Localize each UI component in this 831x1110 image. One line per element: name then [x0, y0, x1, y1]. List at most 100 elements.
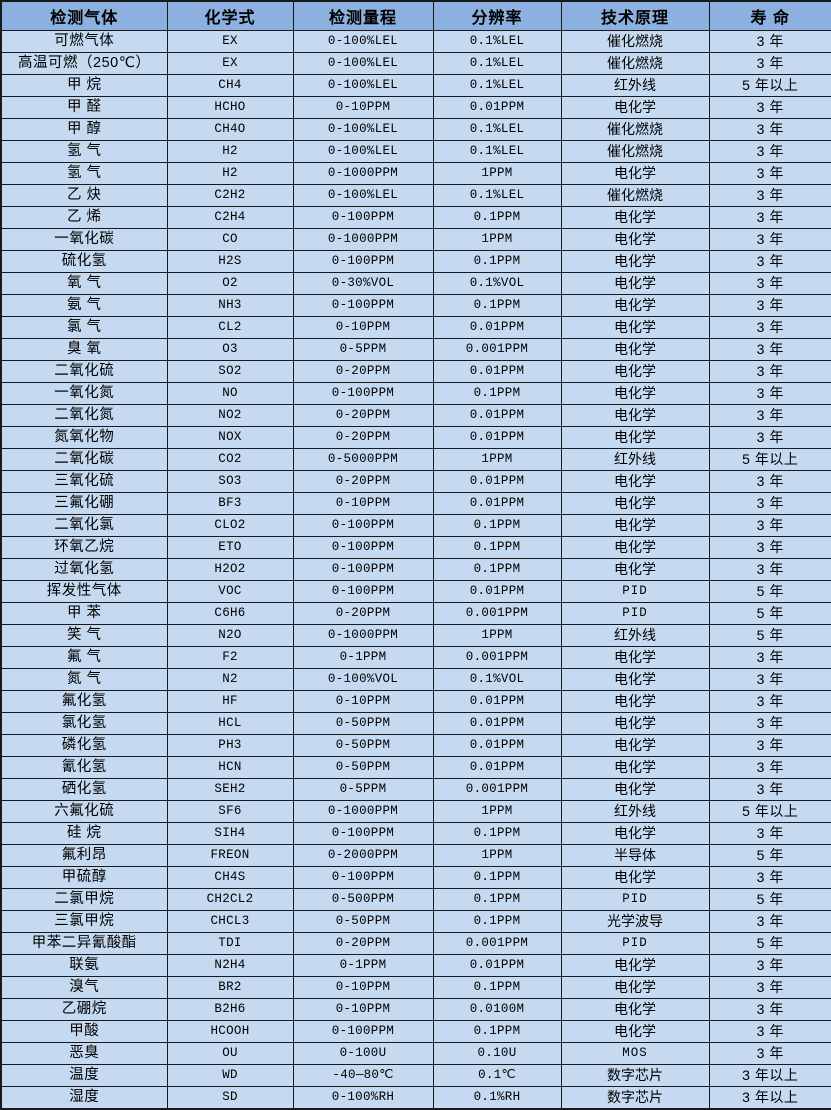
- cell-gas: 一氧化碳: [0, 228, 168, 251]
- column-header-technology: 技术原理: [560, 0, 710, 31]
- table-row: 氢 气 H2 0-100%LEL 0.1%LEL 催化燃烧 3 年: [0, 140, 831, 163]
- cell-lifespan: 3 年: [708, 426, 831, 449]
- cell-resolution: 0.01PPM: [432, 316, 562, 339]
- cell-formula: SO2: [166, 360, 294, 383]
- column-header-resolution: 分辨率: [432, 0, 562, 31]
- cell-lifespan: 3 年: [708, 338, 831, 361]
- cell-formula: CH4: [166, 74, 294, 97]
- cell-lifespan: 3 年: [708, 382, 831, 405]
- cell-resolution: 0.1PPM: [432, 514, 562, 537]
- cell-technology: 电化学: [560, 954, 710, 977]
- cell-technology: 电化学: [560, 778, 710, 801]
- cell-resolution: 0.1%VOL: [432, 668, 562, 691]
- cell-resolution: 0.1PPM: [432, 822, 562, 845]
- cell-formula: EX: [166, 30, 294, 53]
- cell-gas: 氮 气: [0, 668, 168, 691]
- cell-gas: 甲 苯: [0, 602, 168, 625]
- cell-formula: SIH4: [166, 822, 294, 845]
- table-row: 六氟化硫 SF6 0-1000PPM 1PPM 红外线 5 年以上: [0, 800, 831, 823]
- cell-range: 0-5PPM: [292, 338, 434, 361]
- cell-formula: HCHO: [166, 96, 294, 119]
- cell-technology: 电化学: [560, 822, 710, 845]
- cell-technology: MOS: [560, 1042, 710, 1065]
- cell-resolution: 0.1%LEL: [432, 52, 562, 75]
- cell-formula: TDI: [166, 932, 294, 955]
- table-row: 甲 苯 C6H6 0-20PPM 0.001PPM PID 5 年: [0, 602, 831, 625]
- cell-technology: PID: [560, 602, 710, 625]
- cell-resolution: 0.001PPM: [432, 778, 562, 801]
- cell-lifespan: 3 年: [708, 272, 831, 295]
- cell-formula: H2: [166, 162, 294, 185]
- cell-resolution: 0.1PPM: [432, 866, 562, 889]
- cell-resolution: 0.01PPM: [432, 690, 562, 713]
- cell-resolution: 0.0100M: [432, 998, 562, 1021]
- cell-range: 0-1PPM: [292, 646, 434, 669]
- cell-gas: 乙 烯: [0, 206, 168, 229]
- table-row: 乙硼烷 B2H6 0-10PPM 0.0100M 电化学 3 年: [0, 998, 831, 1021]
- column-header-lifespan: 寿 命: [708, 0, 831, 31]
- cell-gas: 二氧化氯: [0, 514, 168, 537]
- cell-gas: 氟 气: [0, 646, 168, 669]
- cell-gas: 二氧化碳: [0, 448, 168, 471]
- cell-range: 0-100%RH: [292, 1086, 434, 1110]
- cell-range: 0-100PPM: [292, 294, 434, 317]
- cell-resolution: 0.1%LEL: [432, 30, 562, 53]
- cell-range: 0-10PPM: [292, 690, 434, 713]
- cell-range: 0-100PPM: [292, 580, 434, 603]
- column-header-gas: 检测气体: [0, 0, 168, 31]
- cell-lifespan: 3 年: [708, 294, 831, 317]
- cell-range: 0-20PPM: [292, 404, 434, 427]
- cell-lifespan: 3 年: [708, 998, 831, 1021]
- cell-formula: C6H6: [166, 602, 294, 625]
- table-row: 三氧化硫 SO3 0-20PPM 0.01PPM 电化学 3 年: [0, 470, 831, 493]
- cell-technology: 电化学: [560, 668, 710, 691]
- cell-formula: PH3: [166, 734, 294, 757]
- cell-resolution: 0.1%LEL: [432, 74, 562, 97]
- column-header-chemical-formula: 化学式: [166, 0, 294, 31]
- cell-formula: BR2: [166, 976, 294, 999]
- cell-range: 0-1PPM: [292, 954, 434, 977]
- cell-formula: N2O: [166, 624, 294, 647]
- cell-gas: 三氟化硼: [0, 492, 168, 515]
- cell-formula: ETO: [166, 536, 294, 559]
- cell-range: 0-5000PPM: [292, 448, 434, 471]
- cell-range: 0-10PPM: [292, 998, 434, 1021]
- cell-technology: 电化学: [560, 360, 710, 383]
- cell-formula: HCN: [166, 756, 294, 779]
- cell-gas: 甲 烷: [0, 74, 168, 97]
- cell-lifespan: 3 年: [708, 250, 831, 273]
- table-row: 乙 炔 C2H2 0-100%LEL 0.1%LEL 催化燃烧 3 年: [0, 184, 831, 207]
- cell-formula: N2H4: [166, 954, 294, 977]
- cell-technology: PID: [560, 580, 710, 603]
- cell-lifespan: 3 年: [708, 118, 831, 141]
- cell-lifespan: 3 年: [708, 162, 831, 185]
- cell-resolution: 1PPM: [432, 162, 562, 185]
- table-row: 环氧乙烷 ETO 0-100PPM 0.1PPM 电化学 3 年: [0, 536, 831, 559]
- cell-range: 0-1000PPM: [292, 162, 434, 185]
- cell-technology: 电化学: [560, 756, 710, 779]
- cell-formula: SO3: [166, 470, 294, 493]
- cell-resolution: 0.01PPM: [432, 756, 562, 779]
- cell-formula: HF: [166, 690, 294, 713]
- cell-gas: 温度: [0, 1064, 168, 1087]
- cell-lifespan: 3 年: [708, 492, 831, 515]
- cell-lifespan: 3 年: [708, 646, 831, 669]
- cell-technology: 电化学: [560, 976, 710, 999]
- cell-gas: 恶臭: [0, 1042, 168, 1065]
- cell-formula: SD: [166, 1086, 294, 1110]
- cell-technology: 电化学: [560, 162, 710, 185]
- cell-lifespan: 3 年: [708, 778, 831, 801]
- cell-resolution: 0.01PPM: [432, 360, 562, 383]
- cell-range: 0-100PPM: [292, 1020, 434, 1043]
- cell-formula: NO2: [166, 404, 294, 427]
- table-row: 硫化氢 H2S 0-100PPM 0.1PPM 电化学 3 年: [0, 250, 831, 273]
- cell-formula: CO: [166, 228, 294, 251]
- cell-range: 0-50PPM: [292, 734, 434, 757]
- cell-technology: PID: [560, 932, 710, 955]
- cell-range: 0-100%LEL: [292, 184, 434, 207]
- cell-lifespan: 5 年: [708, 844, 831, 867]
- cell-lifespan: 5 年以上: [708, 74, 831, 97]
- cell-gas: 高温可燃（250℃）: [0, 52, 168, 75]
- table-row: 氮 气 N2 0-100%VOL 0.1%VOL 电化学 3 年: [0, 668, 831, 691]
